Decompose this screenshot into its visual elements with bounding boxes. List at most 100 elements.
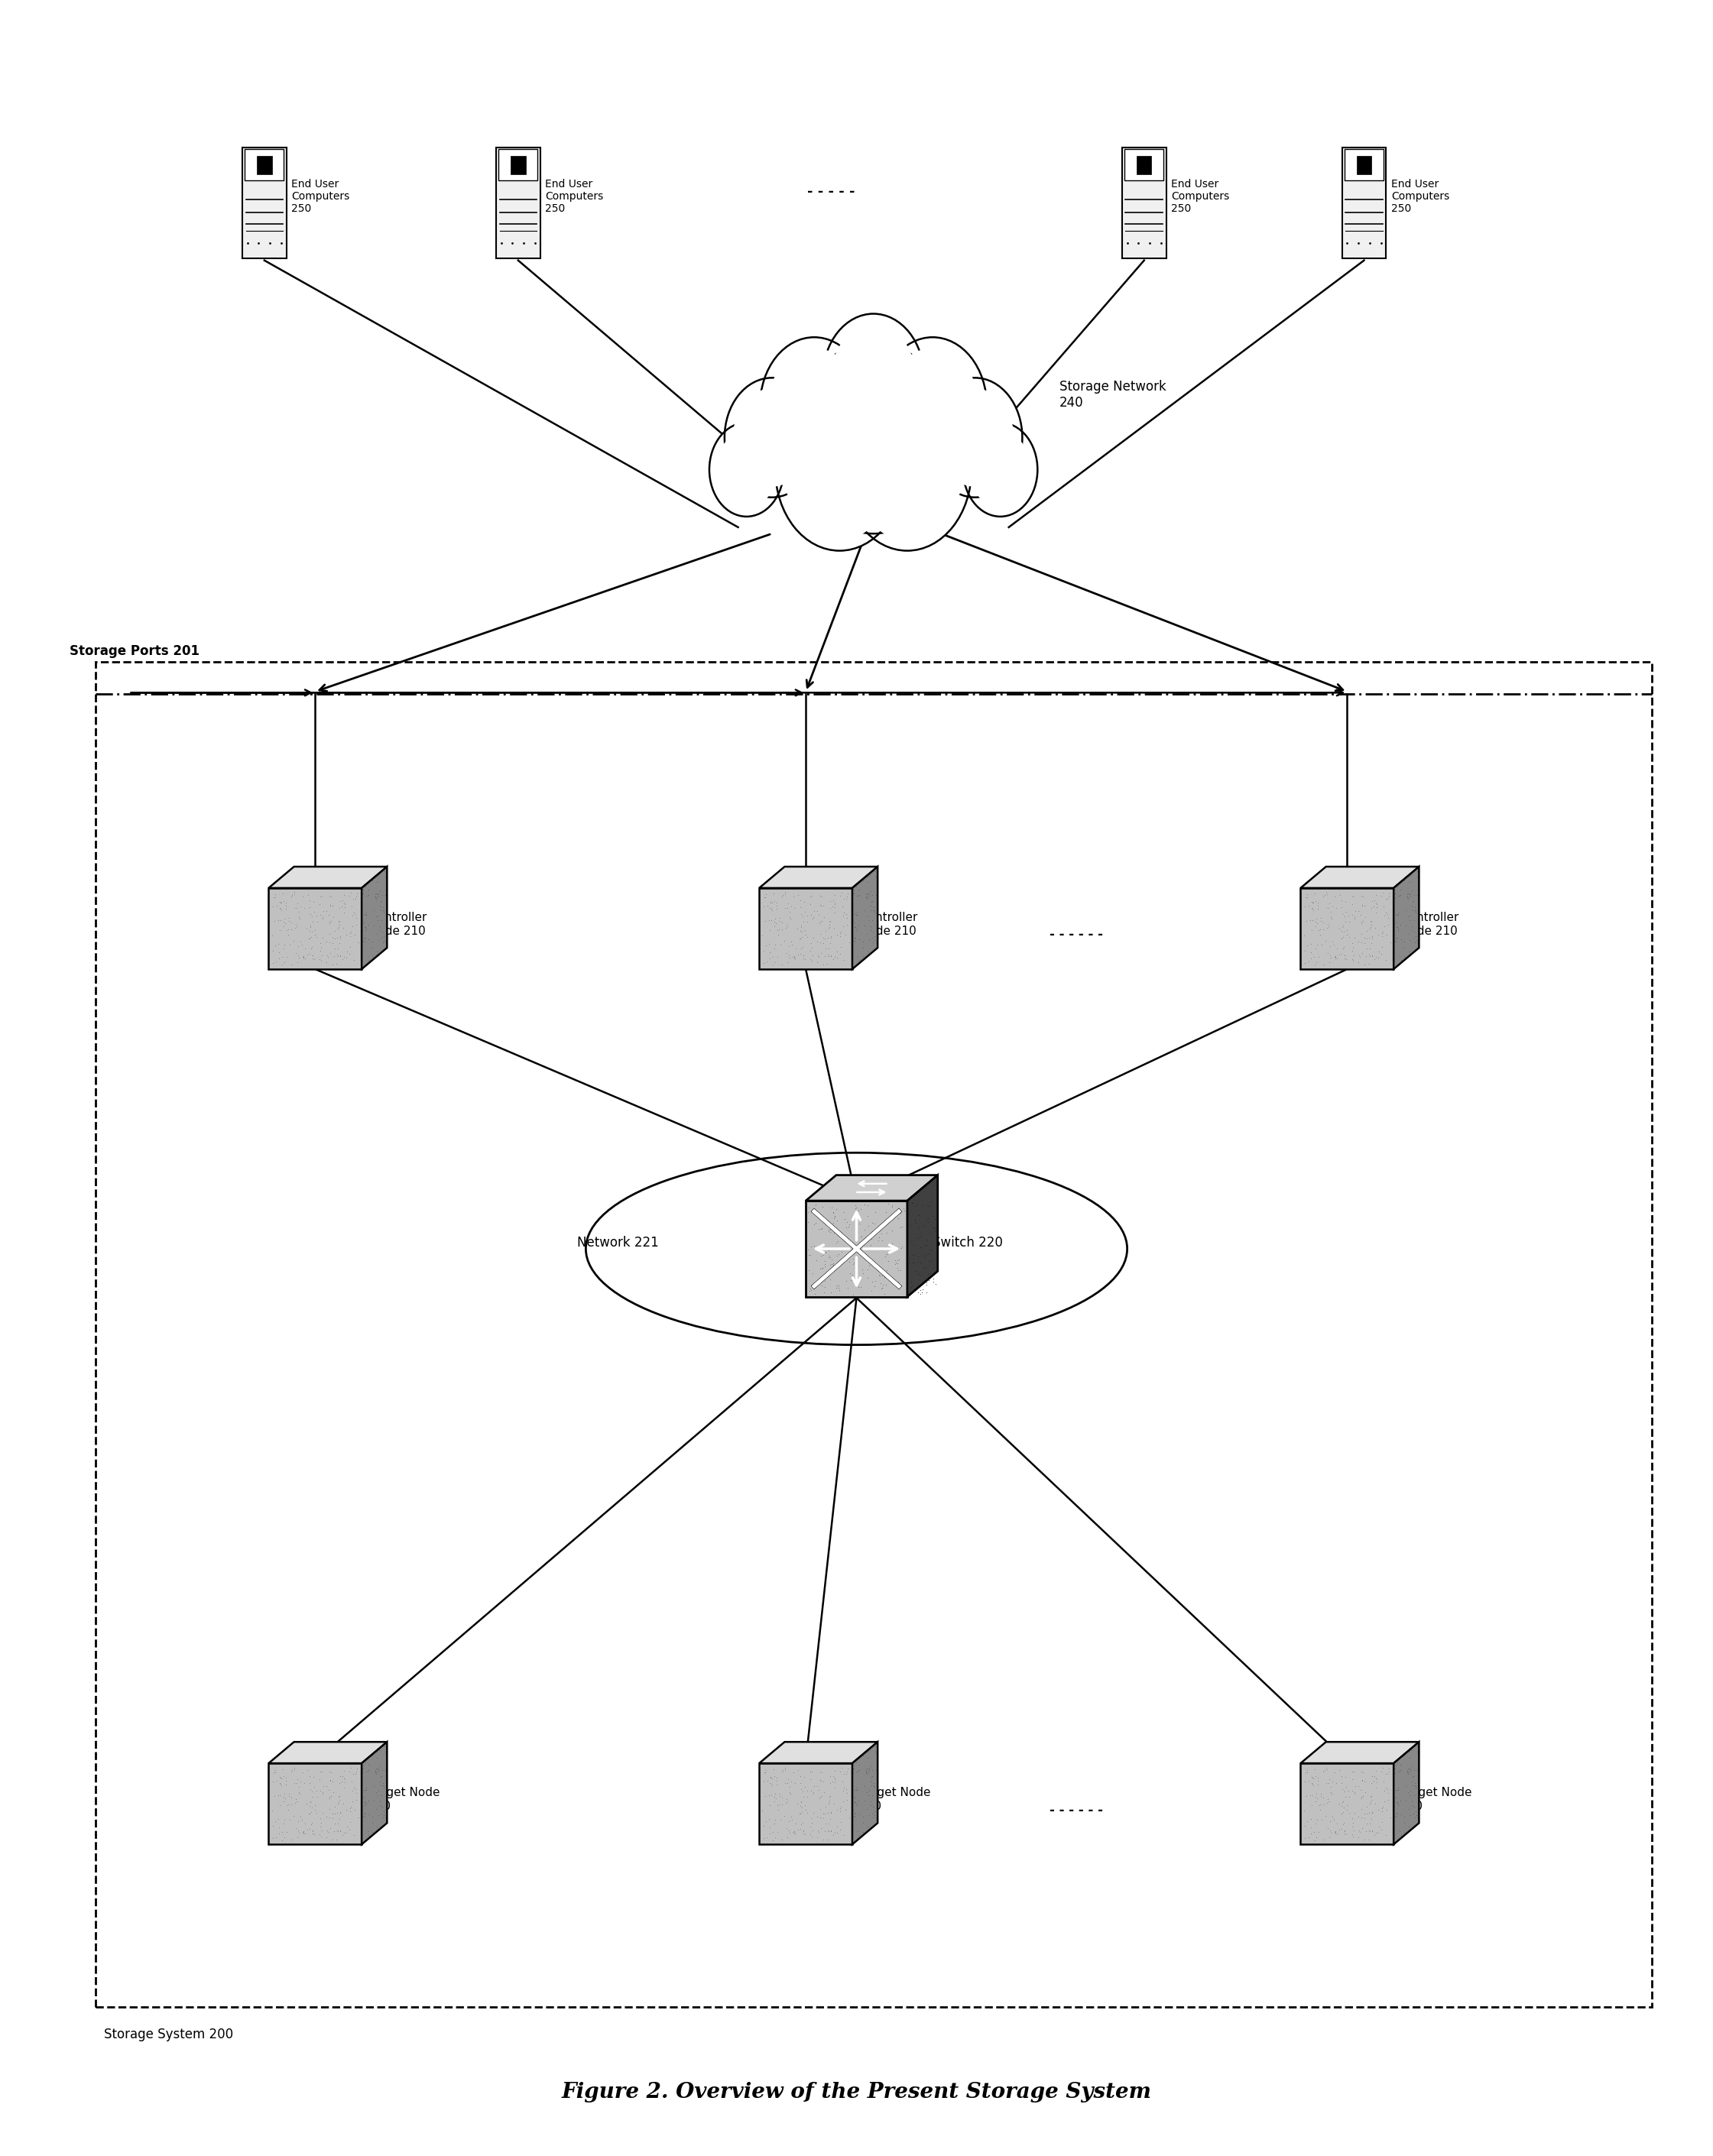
Point (817, 1813, 845, 1848)
Point (819, 942, 846, 977)
Point (824, 1268, 851, 1302)
Point (317, 880, 344, 914)
Point (1393, 893, 1420, 927)
Point (879, 1190, 906, 1225)
Point (1357, 903, 1384, 938)
Point (1316, 910, 1343, 944)
Point (1350, 1779, 1377, 1813)
Point (308, 938, 336, 972)
Point (901, 1203, 928, 1238)
Point (1396, 1779, 1424, 1813)
Point (300, 884, 327, 918)
Point (1338, 934, 1365, 968)
Point (370, 1794, 397, 1828)
Point (855, 1798, 882, 1833)
Point (267, 893, 295, 927)
Point (353, 1770, 380, 1805)
Point (303, 903, 331, 938)
Point (860, 918, 887, 953)
Point (781, 1815, 809, 1850)
Point (1362, 910, 1389, 944)
Point (1381, 875, 1408, 910)
Point (880, 1244, 908, 1279)
Point (1358, 884, 1386, 918)
Point (1312, 1798, 1340, 1833)
Point (307, 925, 334, 959)
Point (774, 1766, 802, 1800)
Point (324, 1787, 351, 1822)
Point (817, 1759, 845, 1794)
Point (296, 921, 324, 955)
Point (325, 1779, 353, 1813)
Point (360, 908, 387, 942)
Point (824, 1240, 851, 1274)
Point (313, 940, 341, 975)
Point (1338, 1818, 1365, 1852)
Point (284, 940, 312, 975)
Polygon shape (1394, 867, 1418, 970)
Point (757, 1766, 785, 1800)
Point (824, 940, 851, 975)
Point (798, 944, 826, 979)
Point (836, 1244, 863, 1279)
Point (913, 1266, 940, 1300)
Point (349, 1751, 377, 1785)
Point (286, 1777, 313, 1811)
Point (856, 912, 884, 946)
Point (319, 921, 346, 955)
Point (759, 1815, 786, 1850)
Point (1333, 942, 1360, 977)
Point (752, 1779, 779, 1813)
Point (1401, 895, 1429, 929)
Point (850, 1227, 877, 1261)
Point (1328, 914, 1355, 949)
Point (839, 873, 867, 908)
Point (1345, 893, 1372, 927)
Point (269, 877, 296, 912)
Point (898, 1263, 925, 1298)
Point (766, 1777, 793, 1811)
Point (278, 906, 305, 940)
Point (1340, 1805, 1367, 1839)
Point (1396, 934, 1424, 968)
Point (363, 1740, 391, 1774)
Point (269, 884, 296, 918)
Point (915, 1263, 942, 1298)
Point (1353, 914, 1381, 949)
Point (1334, 903, 1362, 938)
Point (778, 888, 805, 923)
Point (324, 912, 351, 946)
Point (372, 1800, 399, 1835)
Point (781, 1766, 809, 1800)
Point (308, 880, 336, 914)
Point (264, 888, 291, 923)
Point (1386, 908, 1413, 942)
Point (862, 1263, 889, 1298)
Point (260, 880, 288, 914)
Point (778, 1764, 805, 1798)
Point (300, 938, 327, 972)
Point (295, 1796, 322, 1830)
Point (904, 1276, 932, 1311)
Point (1381, 1751, 1408, 1785)
Point (1357, 910, 1384, 944)
Polygon shape (805, 1175, 937, 1201)
Point (750, 1755, 778, 1789)
Point (370, 1768, 397, 1802)
Point (365, 1733, 392, 1768)
Point (1309, 880, 1336, 914)
Point (301, 1787, 329, 1822)
FancyBboxPatch shape (1345, 149, 1384, 181)
FancyBboxPatch shape (510, 155, 526, 175)
Point (910, 1250, 937, 1285)
Point (307, 929, 334, 964)
Point (1384, 1772, 1412, 1807)
Point (757, 1761, 785, 1796)
Point (298, 899, 325, 934)
Point (850, 1257, 877, 1291)
Point (759, 1751, 786, 1785)
Point (803, 1768, 831, 1802)
Point (1352, 925, 1379, 959)
Point (363, 875, 391, 910)
Point (786, 1796, 814, 1830)
